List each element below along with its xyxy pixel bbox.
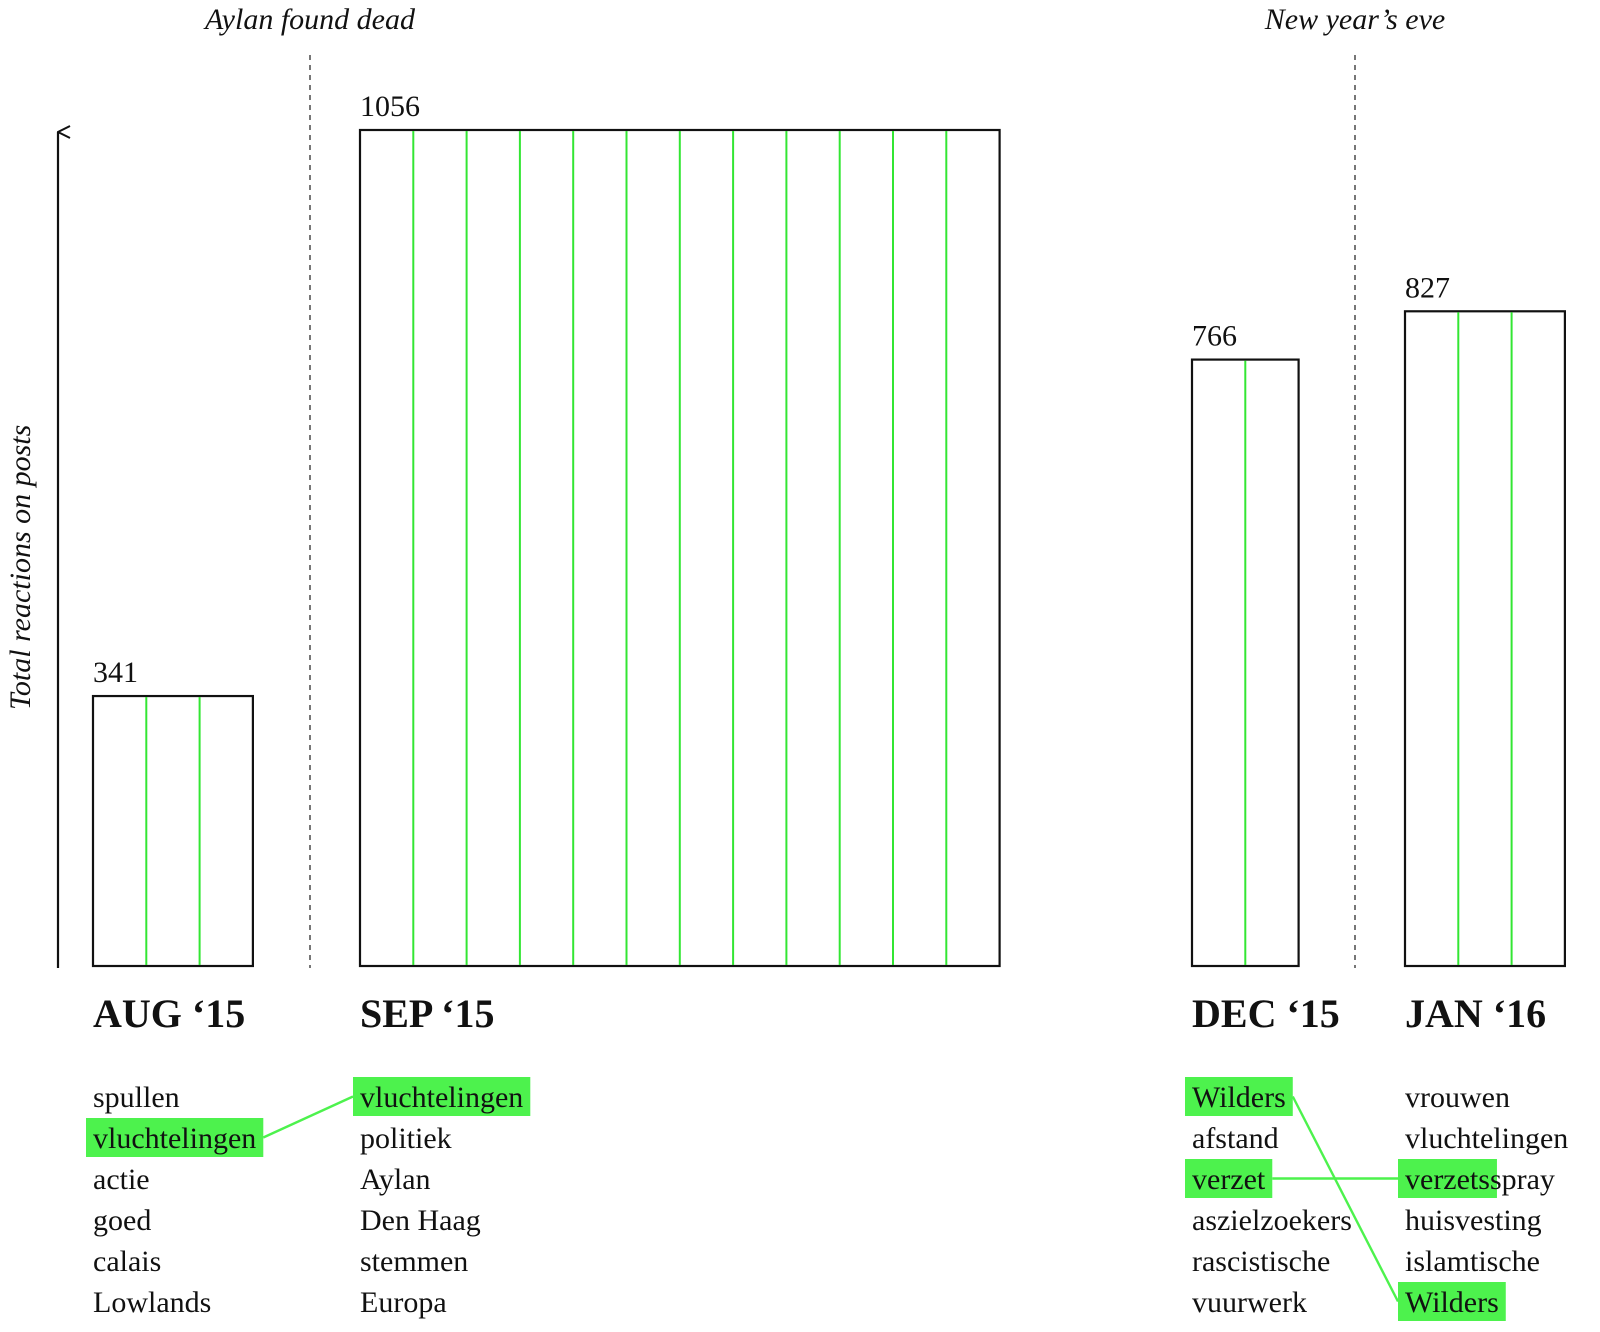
bar-aug-15	[91, 694, 254, 968]
term-highlight	[353, 1077, 531, 1116]
value-label-jan-16: 827	[1405, 271, 1450, 304]
term-sep-15-vluchtelingen: vluchtelingen	[360, 1081, 523, 1114]
annotation-new-year: New year’s eve	[1264, 3, 1446, 36]
value-label-sep-15: 1056	[360, 90, 420, 123]
term-jan-16-wilders: Wilders	[1405, 1286, 1499, 1319]
term-jan-16-islamtische: islamtische	[1405, 1245, 1540, 1278]
term-jan-16-vrouwen: vrouwen	[1405, 1081, 1510, 1114]
month-label-dec-15: DEC ‘15	[1192, 991, 1340, 1036]
value-label-aug-15: 341	[93, 656, 138, 689]
term-lists: spullen vluchtelingen actie goed calais Lowla…	[86, 1077, 1568, 1321]
term-highlight	[1185, 1077, 1293, 1116]
term-sep-15-den-haag: Den Haag	[360, 1204, 481, 1237]
term-links	[262, 1095, 1400, 1303]
term-jan-16-verzetsspray: verzetsspray	[1405, 1163, 1555, 1196]
term-sep-15-politiek: politiek	[360, 1122, 452, 1155]
term-jan-16-vluchtelingen: vluchtelingen	[1405, 1122, 1568, 1155]
term-dec-15-aszielzoekers: aszielzoekers	[1192, 1204, 1352, 1237]
month-label-jan-16: JAN ‘16	[1405, 991, 1546, 1036]
term-dec-15-wilders: Wilders	[1192, 1081, 1286, 1114]
term-aug-15-lowlands: Lowlands	[93, 1286, 211, 1319]
month-label-sep-15: SEP ‘15	[360, 991, 494, 1036]
term-aug-15-actie: actie	[93, 1163, 150, 1196]
term-jan-16-huisvesting: huisvesting	[1405, 1204, 1542, 1237]
term-highlight	[1398, 1159, 1497, 1198]
bars: 341 AUG ‘15 1056 SEP ‘15 766 DEC ‘15 827 JAN ‘1…	[91, 90, 1566, 1036]
term-sep-15-aylan: Aylan	[360, 1163, 431, 1196]
term-dec-15-afstand: afstand	[1192, 1122, 1279, 1155]
term-aug-15-calais: calais	[93, 1245, 161, 1278]
value-label-dec-15: 766	[1192, 320, 1237, 353]
term-sep-15-europa: Europa	[360, 1286, 447, 1319]
bar-jan-16	[1403, 310, 1566, 968]
term-highlight	[1398, 1282, 1506, 1321]
term-dec-15-rascistische: rascistische	[1192, 1245, 1330, 1278]
y-axis-label: Total reactions on posts	[4, 425, 37, 710]
term-dec-15-verzet: verzet	[1192, 1163, 1266, 1196]
term-link	[262, 1095, 354, 1139]
term-highlight	[86, 1118, 264, 1157]
term-aug-15-spullen: spullen	[93, 1081, 180, 1114]
term-aug-15-goed: goed	[93, 1204, 151, 1237]
annotation-aylan: Aylan found dead	[203, 3, 416, 36]
term-sep-15-stemmen: stemmen	[360, 1245, 468, 1278]
term-aug-15-vluchtelingen: vluchtelingen	[93, 1122, 256, 1155]
term-dec-15-vuurwerk: vuurwerk	[1192, 1286, 1307, 1319]
term-highlight	[1185, 1159, 1273, 1198]
month-label-aug-15: AUG ‘15	[93, 991, 245, 1036]
term-link	[1291, 1095, 1400, 1303]
